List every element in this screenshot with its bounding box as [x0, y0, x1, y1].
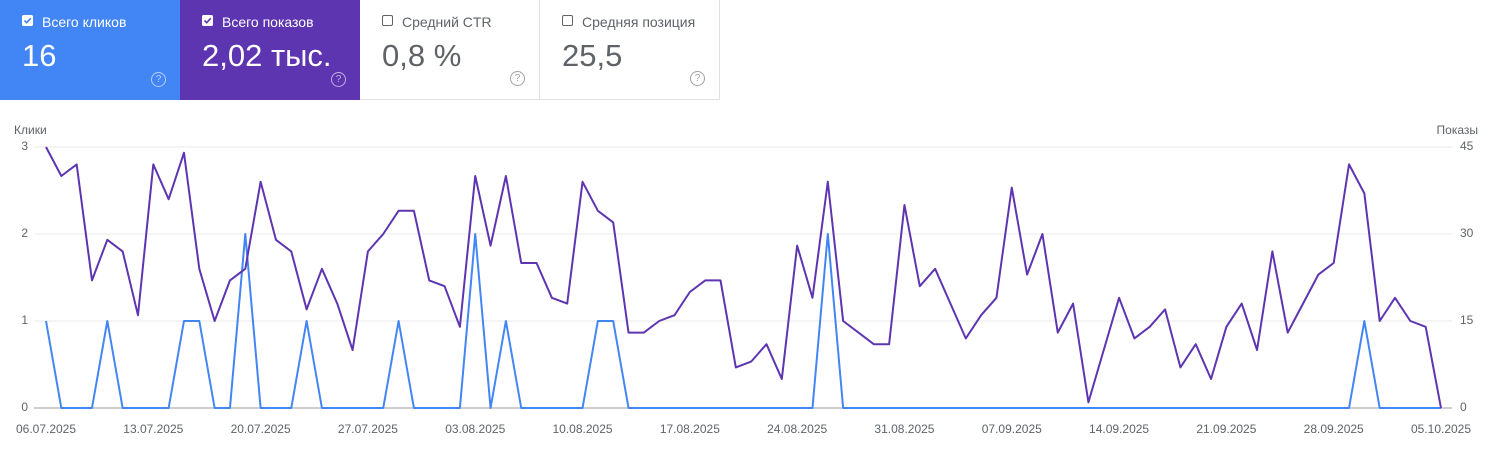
help-icon[interactable]: ?: [690, 71, 705, 86]
metric-card[interactable]: Всего показов 2,02 тыс.?: [180, 0, 360, 100]
x-tick-label: 03.08.2025: [445, 422, 505, 436]
y2-tick-label: 0: [1460, 400, 1467, 414]
y2-tick-label: 45: [1460, 139, 1474, 153]
metric-label: Средний CTR: [402, 14, 492, 30]
metric-label: Средняя позиция: [582, 14, 696, 30]
x-tick-label: 20.07.2025: [231, 422, 291, 436]
metric-value: 2,02 тыс.: [202, 38, 332, 73]
x-tick-label: 21.09.2025: [1196, 422, 1256, 436]
metric-value: 25,5: [562, 38, 623, 73]
metric-card[interactable]: Средняя позиция 25,5?: [540, 0, 720, 100]
checkbox[interactable]: [22, 15, 33, 26]
x-tick-label: 13.07.2025: [123, 422, 183, 436]
y-tick-label: 1: [21, 313, 28, 327]
metric-cards: Всего кликов 16? Всего показов 2,02 тыс.? Ср…: [0, 0, 1492, 100]
help-icon[interactable]: ?: [151, 72, 166, 87]
x-tick-label: 31.08.2025: [874, 422, 934, 436]
x-tick-label: 28.09.2025: [1304, 422, 1364, 436]
metric-card[interactable]: Средний CTR 0,8 %?: [360, 0, 540, 100]
y2-tick-label: 30: [1460, 226, 1474, 240]
x-tick-label: 24.08.2025: [767, 422, 827, 436]
metric-label: Всего показов: [222, 14, 314, 30]
y-tick-label: 0: [21, 400, 28, 414]
x-tick-label: 10.08.2025: [553, 422, 613, 436]
x-tick-label: 05.10.2025: [1411, 422, 1471, 436]
checkbox[interactable]: [202, 15, 213, 26]
x-tick-label: 27.07.2025: [338, 422, 398, 436]
y-tick-label: 2: [21, 226, 28, 240]
metric-card[interactable]: Всего кликов 16?: [0, 0, 180, 100]
series-line: [45, 146, 1442, 409]
metric-value: 0,8 %: [382, 38, 462, 73]
x-tick-label: 14.09.2025: [1089, 422, 1149, 436]
metric-value: 16: [22, 38, 57, 73]
y2-tick-label: 15: [1460, 313, 1474, 327]
x-tick-label: 07.09.2025: [982, 422, 1042, 436]
x-tick-label: 06.07.2025: [16, 422, 76, 436]
help-icon[interactable]: ?: [331, 72, 346, 87]
metric-label: Всего кликов: [42, 14, 127, 30]
help-icon[interactable]: ?: [510, 71, 525, 86]
checkbox[interactable]: [382, 15, 393, 26]
y2-axis-title: Показы: [1437, 123, 1478, 137]
checkbox[interactable]: [562, 15, 573, 26]
y-tick-label: 3: [21, 139, 28, 153]
x-tick-label: 17.08.2025: [660, 422, 720, 436]
check-mark: [22, 15, 33, 26]
check-mark: [202, 15, 213, 26]
y-axis-title: Клики: [14, 123, 47, 137]
series-line: [45, 233, 1441, 409]
